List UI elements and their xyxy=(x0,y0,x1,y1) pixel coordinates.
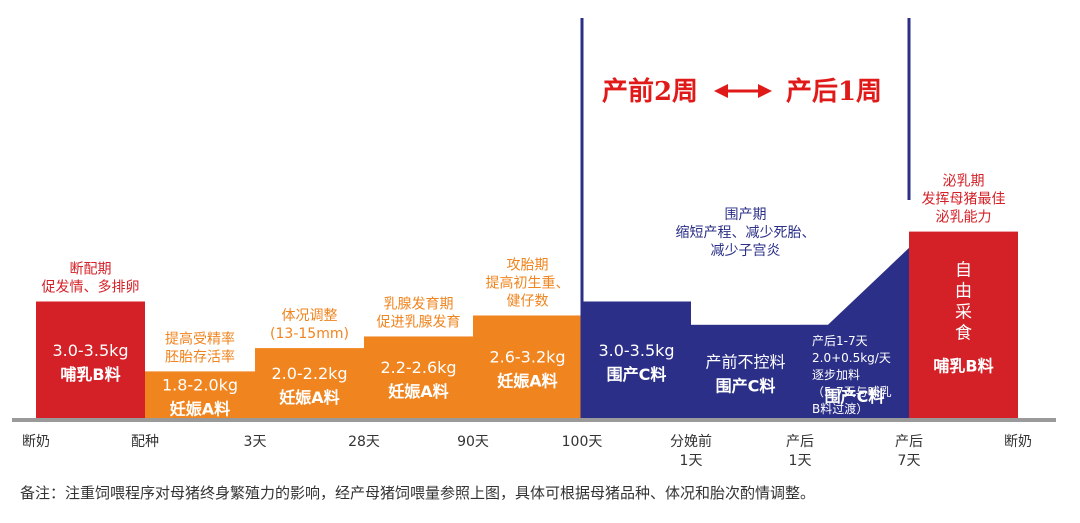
stage-range-char: 自 xyxy=(955,261,972,281)
stage-range-char: 采 xyxy=(955,303,972,323)
stage-feed-label: 妊娠A料 xyxy=(279,388,339,407)
stage-feed-label: 围产C料 xyxy=(607,365,667,384)
stage-annotation: 体况调整 xyxy=(282,308,338,324)
stage-detail-label: （5-7天与哺乳 xyxy=(812,385,892,399)
stage-feed-label: 妊娠A料 xyxy=(388,382,448,401)
stage-annotation: 促进乳腺发育 xyxy=(377,314,461,330)
stage-detail-label: 2.0+0.5kg/天 xyxy=(812,351,891,365)
stage-detail-label: 逐步加料 xyxy=(812,368,860,382)
stage-bar-5 xyxy=(473,315,582,418)
stage-feed-label: 妊娠A料 xyxy=(497,372,557,391)
stage-bar-6 xyxy=(582,301,691,418)
stage-annotation: 提高初生重、 xyxy=(486,274,570,291)
x-tick-label: 1天 xyxy=(680,453,703,469)
stage-annotation: 促发情、多排卵 xyxy=(42,279,140,296)
stage-annotation: 围产期 xyxy=(725,207,767,223)
x-tick-label: 28天 xyxy=(348,434,380,450)
stage-bar-2 xyxy=(145,371,255,418)
x-tick-label: 断奶 xyxy=(1004,434,1032,450)
x-tick-label: 7天 xyxy=(898,453,921,469)
x-tick-label: 断奶 xyxy=(22,434,50,450)
stage-detail-label: B料过渡） xyxy=(812,401,868,416)
title-left: 产前2周 xyxy=(602,76,698,107)
title-arrow-head-right xyxy=(758,84,772,98)
stage-feed-label: 哺乳B料 xyxy=(933,357,993,376)
stage-feed-label: 围产C料 xyxy=(716,376,776,395)
x-tick-label: 分娩前 xyxy=(670,433,712,450)
stage-bar-4 xyxy=(364,336,473,418)
title-right: 产后1周 xyxy=(786,77,882,107)
stage-range-label: 2.0-2.2kg xyxy=(271,364,347,383)
stage-bar-7 xyxy=(691,324,800,418)
stage-range-label: 2.6-3.2kg xyxy=(489,348,565,367)
stage-annotation: 缩短产程、减少死胎、 xyxy=(676,225,816,241)
stage-range-label: 3.0-3.5kg xyxy=(598,341,674,360)
x-tick-label: 100天 xyxy=(562,434,603,450)
stage-range-label: 2.2-2.6kg xyxy=(380,358,456,377)
stage-range-label: 1.8-2.0kg xyxy=(162,376,238,395)
ground-line xyxy=(12,418,1056,422)
stage-annotation: 胚胎存活率 xyxy=(165,348,235,365)
stage-feed-label: 哺乳B料 xyxy=(60,365,120,384)
stage-bar-3 xyxy=(255,348,364,418)
title-arrow-head-left xyxy=(714,84,728,98)
stage-bar-1 xyxy=(36,301,145,418)
stage-bar-8 xyxy=(800,247,909,418)
x-tick-label: 3天 xyxy=(244,434,267,450)
x-tick-label: 产后 xyxy=(895,434,923,450)
stage-annotation: 泌乳期 xyxy=(943,174,985,190)
stage-bar-9 xyxy=(909,231,1018,418)
x-tick-label: 1天 xyxy=(789,453,812,469)
stage-range-char: 食 xyxy=(955,324,972,344)
stage-annotation: 乳腺发育期 xyxy=(384,296,454,312)
stage-feed-label: 妊娠A料 xyxy=(170,400,230,419)
x-tick-label: 90天 xyxy=(457,434,489,450)
x-tick-label: 配种 xyxy=(131,434,159,450)
stage-annotation: 健仔数 xyxy=(507,293,549,309)
stage-annotation: (13-15mm) xyxy=(270,326,349,342)
stage-annotation: 泌乳能力 xyxy=(936,210,992,226)
stage-annotation: 断配期 xyxy=(70,262,112,278)
stage-detail-label: 产后1-7天 xyxy=(812,334,868,348)
stage-feed-label: 围产C料 xyxy=(825,387,885,406)
stage-annotation: 提高受精率 xyxy=(165,330,235,347)
stage-range-char: 由 xyxy=(955,282,972,302)
stage-annotation: 攻胎期 xyxy=(507,257,549,273)
footnote: 备注：注重饲喂程序对母猪终身繁殖力的影响，经产母猪饲喂量参照上图，具体可根据母猪… xyxy=(20,484,816,502)
stage-annotation: 减少子宫炎 xyxy=(711,243,781,259)
stage-range-label: 产前不控料 xyxy=(705,352,785,371)
x-tick-label: 产后 xyxy=(786,434,814,450)
stage-range-label: 3.0-3.5kg xyxy=(52,341,128,360)
stage-annotation: 发挥母猪最佳 xyxy=(922,192,1006,208)
